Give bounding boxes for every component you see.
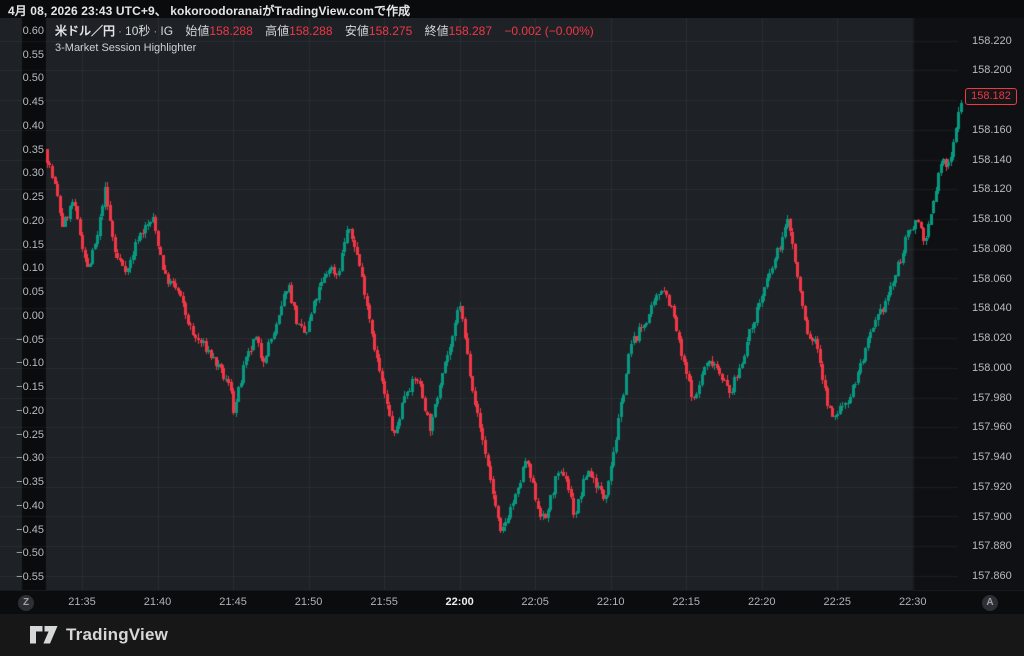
time-scale[interactable]: Z A 21:35 21:40 21:45 21:50 21:55 22:00 22:05 2… [0, 590, 1024, 615]
low-pair: 安値158.275 [345, 24, 412, 38]
low-value: 158.275 [368, 24, 413, 38]
footer-bar: TradingView [0, 614, 1024, 656]
time-tick-label: 22:20 [747, 596, 776, 608]
indicator-name[interactable]: 3-Market Session Highlighter [55, 42, 197, 54]
low-label: 安値 [344, 24, 369, 38]
attribution-text: 4月 08, 2026 23:43 UTC+9、 kokoroodoranaiが… [8, 4, 411, 18]
time-tick-label: 21:50 [294, 596, 323, 608]
tradingview-logo[interactable]: TradingView [30, 625, 168, 645]
time-tick-label: 21:45 [219, 596, 247, 608]
high-value: 158.288 [289, 24, 333, 38]
open-value: 158.288 [209, 24, 253, 38]
close-label: 終値 [424, 24, 449, 38]
time-tick-label: 22:25 [823, 596, 852, 608]
legend-ohlc-row: 米ドル／円 · 10秒 · IG 始値158.288 高値158.288 安値158.2… [55, 24, 594, 39]
open-pair: 始値158.288 [185, 24, 252, 38]
change-value: −0.002 (−0.00%) [504, 24, 594, 38]
time-tick-label: 21:55 [370, 596, 398, 608]
close-pair: 終値158.287 [425, 24, 492, 38]
tradingview-logo-text: TradingView [66, 625, 169, 644]
interval-label[interactable]: 10秒 [125, 24, 151, 38]
chart-pane[interactable]: 米ドル／円 · 10秒 · IG 始値158.288 高値158.288 安値158.2… [0, 18, 1024, 590]
session-badge-a[interactable]: A [982, 595, 998, 611]
close-value: 158.287 [448, 24, 493, 38]
broker-label: IG [160, 24, 174, 38]
candlestick-canvas[interactable] [0, 18, 1024, 590]
last-price-label: 158.182 [965, 88, 1017, 105]
legend: 米ドル／円 · 10秒 · IG 始値158.288 高値158.288 安値158.2… [55, 24, 594, 54]
high-label: 高値 [265, 24, 290, 38]
time-tick-label: 22:05 [521, 596, 549, 608]
separator: · [118, 24, 123, 38]
session-badge-z[interactable]: Z [18, 595, 34, 611]
time-tick-label: 22:15 [672, 596, 700, 608]
open-label: 始値 [185, 24, 210, 38]
tradingview-logo-icon [30, 626, 58, 644]
time-tick-label: 22:10 [596, 596, 625, 608]
time-tick-label: 21:40 [143, 596, 172, 608]
time-tick-label: 22:30 [899, 596, 927, 608]
symbol-name[interactable]: 米ドル／円 [55, 24, 116, 38]
high-pair: 高値158.288 [265, 24, 332, 38]
time-tick-label: 22:00 [445, 596, 474, 608]
time-tick-label: 21:35 [68, 596, 96, 608]
attribution-bar: 4月 08, 2026 23:43 UTC+9、 kokoroodoranaiが… [0, 0, 1024, 18]
separator: · [153, 24, 158, 38]
